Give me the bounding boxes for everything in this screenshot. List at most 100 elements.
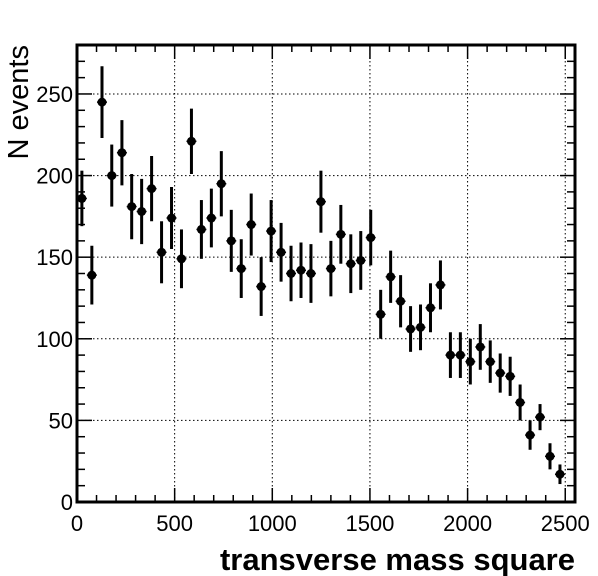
x-tick-label: 0 xyxy=(71,511,83,536)
y-tick-label: 0 xyxy=(61,490,73,515)
data-marker xyxy=(117,148,127,158)
data-marker xyxy=(495,368,505,378)
data-point xyxy=(206,188,217,248)
data-marker xyxy=(535,412,545,422)
data-marker xyxy=(376,309,386,319)
data-point xyxy=(276,222,287,282)
data-marker xyxy=(87,270,97,280)
data-marker xyxy=(196,224,206,234)
data-marker xyxy=(455,350,465,360)
data-marker xyxy=(306,269,316,278)
y-tick-label: 50 xyxy=(49,408,73,433)
data-point xyxy=(335,204,346,264)
data-point xyxy=(166,186,177,250)
x-tick-label: 500 xyxy=(156,511,193,536)
data-marker xyxy=(236,264,246,274)
data-point xyxy=(216,151,227,217)
data-point xyxy=(485,340,496,383)
data-marker xyxy=(147,184,157,194)
data-point xyxy=(156,221,167,284)
data-point xyxy=(475,324,486,370)
data-marker xyxy=(346,259,356,269)
data-marker xyxy=(396,296,406,306)
data-marker xyxy=(555,469,565,479)
data-point xyxy=(76,170,87,227)
data-marker xyxy=(445,350,455,360)
data-point xyxy=(116,120,127,186)
data-marker xyxy=(176,254,186,264)
data-marker xyxy=(505,371,515,381)
data-points xyxy=(76,66,565,485)
data-marker xyxy=(386,272,396,282)
data-point xyxy=(535,404,546,431)
data-marker xyxy=(525,430,535,440)
data-marker xyxy=(515,397,525,407)
data-marker xyxy=(286,269,296,278)
data-point xyxy=(395,275,406,328)
data-point xyxy=(505,356,516,396)
data-point xyxy=(554,464,565,485)
x-tick-label: 1500 xyxy=(345,511,394,536)
data-marker xyxy=(296,265,306,275)
grid xyxy=(77,45,575,502)
data-point xyxy=(385,250,396,303)
data-marker xyxy=(316,197,326,207)
data-point xyxy=(435,260,446,310)
data-point xyxy=(246,193,257,256)
data-marker xyxy=(326,264,336,274)
y-tick-label: 200 xyxy=(36,164,73,189)
data-marker xyxy=(416,322,426,332)
x-axis-title: transverse mass square xyxy=(220,542,575,576)
data-point xyxy=(305,244,316,303)
data-marker xyxy=(435,280,445,290)
y-tick-label: 150 xyxy=(36,245,73,270)
data-marker xyxy=(216,179,226,189)
data-point xyxy=(236,239,247,298)
data-marker xyxy=(256,282,266,292)
data-point xyxy=(176,229,187,289)
data-marker xyxy=(545,451,555,461)
data-marker xyxy=(356,255,366,265)
data-point xyxy=(136,178,147,245)
data-point xyxy=(256,257,267,316)
data-point xyxy=(315,170,326,233)
data-point xyxy=(415,304,426,351)
data-point xyxy=(97,66,107,139)
data-marker xyxy=(246,220,256,230)
data-point xyxy=(186,108,197,174)
data-marker xyxy=(127,202,137,212)
data-point xyxy=(86,245,97,305)
plot-frame xyxy=(75,43,577,504)
data-marker xyxy=(107,171,117,181)
y-axis-title: N events xyxy=(3,45,35,159)
data-point xyxy=(455,332,466,378)
data-point xyxy=(296,242,306,298)
data-marker xyxy=(425,303,435,313)
data-marker xyxy=(366,233,376,243)
data-point xyxy=(365,209,376,266)
data-marker xyxy=(137,206,147,216)
data-point xyxy=(126,173,137,240)
data-point xyxy=(545,443,555,470)
tick-labels: 0 500 1000 1500 2000 2500 0 50 100 150 200 250 xyxy=(36,82,589,536)
data-point xyxy=(146,155,157,222)
data-point xyxy=(445,332,456,378)
data-marker xyxy=(77,193,87,203)
data-marker xyxy=(465,357,475,367)
data-marker xyxy=(266,226,276,236)
y-tick-label: 100 xyxy=(36,327,73,352)
data-marker xyxy=(206,213,216,223)
data-point xyxy=(325,240,336,297)
x-tick-label: 2500 xyxy=(541,511,590,536)
data-marker xyxy=(97,97,107,107)
data-point xyxy=(286,245,297,302)
data-point xyxy=(106,144,117,207)
data-point xyxy=(375,289,386,339)
data-point xyxy=(495,353,506,393)
y-tick-label: 250 xyxy=(36,82,73,107)
data-marker xyxy=(406,324,416,334)
data-point xyxy=(425,283,436,333)
data-point xyxy=(345,234,356,294)
data-point xyxy=(515,384,526,421)
